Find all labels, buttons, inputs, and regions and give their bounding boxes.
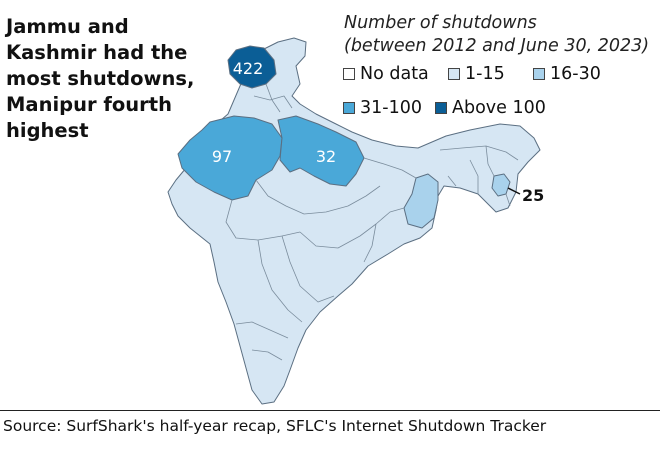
region-rajasthan	[177, 115, 283, 201]
legend-item-no-data: No data	[343, 64, 429, 84]
legend-swatch-16-30	[533, 68, 545, 80]
legend-item-16-30: 16-30	[533, 64, 601, 84]
headline-line-2: Kashmir had the	[6, 41, 188, 64]
region-west-bengal	[403, 173, 439, 229]
label-manipur: 25	[522, 186, 544, 205]
legend-swatch-31-100	[343, 102, 355, 114]
legend-swatch-1-15	[448, 68, 460, 80]
headline-line-5: highest	[6, 119, 89, 142]
source-divider	[0, 410, 660, 411]
legend-item-1-15: 1-15	[448, 64, 505, 84]
label-uttar-pradesh: 32	[316, 147, 336, 166]
legend-label-1-15: 1-15	[465, 64, 505, 84]
legend-title-line-1: Number of shutdowns	[344, 13, 537, 33]
label-jammu-kashmir: 422	[233, 59, 264, 78]
india-outline	[167, 37, 541, 405]
legend-label-no-data: No data	[360, 64, 429, 84]
headline-line-1: Jammu and	[6, 15, 129, 38]
legend-label-above-100: Above 100	[452, 98, 546, 118]
source-note: Source: SurfShark's half-year recap, SFL…	[3, 417, 547, 435]
headline-line-4: Manipur fourth	[6, 93, 172, 116]
legend-item-above-100: Above 100	[435, 98, 546, 118]
legend-swatch-above-100	[435, 102, 447, 114]
region-jammu-kashmir	[227, 45, 277, 89]
legend-title: Number of shutdowns (between 2012 and Ju…	[344, 12, 649, 58]
legend-title-line-2: (between 2012 and June 30, 2023)	[344, 36, 650, 56]
legend-label-31-100: 31-100	[360, 98, 422, 118]
headline-line-3: most shutdowns,	[6, 67, 195, 90]
legend-item-31-100: 31-100	[343, 98, 422, 118]
label-rajasthan: 97	[212, 147, 232, 166]
manipur-leader-line	[507, 187, 521, 195]
legend-swatch-no-data	[343, 68, 355, 80]
region-uttar-pradesh	[277, 115, 365, 187]
legend-label-16-30: 16-30	[550, 64, 601, 84]
headline: Jammu and Kashmir had the most shutdowns…	[6, 14, 306, 144]
